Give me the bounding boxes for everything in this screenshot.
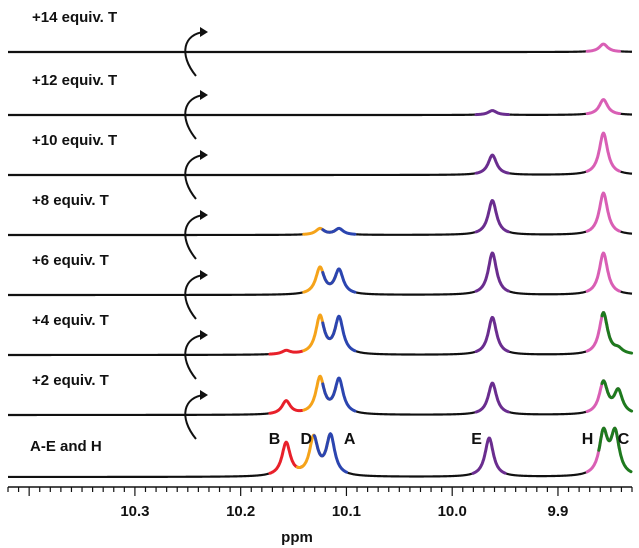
peak-E (474, 109, 510, 117)
x-tick-label: 9.9 (548, 503, 569, 520)
peak-A (321, 314, 357, 353)
peak-B (268, 348, 304, 356)
curved-arrow-icon (184, 270, 208, 320)
peak-E (474, 381, 510, 414)
labels-layer: +14 equiv. T +12 equiv. T +10 equiv. T +8 e… (30, 9, 630, 455)
curved-arrows-layer (184, 27, 208, 440)
spectrum-trace (8, 42, 633, 54)
peak-A (321, 226, 357, 236)
peak-D (302, 265, 338, 294)
peak-A (321, 376, 357, 413)
curved-arrow-icon (184, 90, 208, 140)
x-axis: 10.3 10.2 10.1 10.0 9.9 (7, 486, 633, 520)
series-label: +14 equiv. T (32, 9, 117, 26)
peak-D (302, 374, 338, 412)
curved-arrow-icon (184, 210, 208, 260)
baseline-trace (8, 131, 633, 177)
baseline-trace (8, 98, 633, 117)
series-label: +12 equiv. T (32, 72, 117, 89)
peak-A (321, 267, 357, 294)
baseline-trace (8, 42, 633, 54)
peak-E (474, 199, 510, 234)
series-label: +2 equiv. T (32, 372, 109, 389)
peak-C (600, 379, 634, 413)
curved-arrow-icon (184, 330, 208, 380)
peak-E (474, 153, 510, 175)
peak-label-E: E (471, 431, 482, 448)
x-axis-label: ppm (281, 529, 313, 546)
spectrum-trace (8, 131, 633, 177)
peak-label-A: A (344, 431, 356, 448)
spectra-layer (8, 42, 634, 479)
spectrum-trace (8, 191, 633, 237)
series-label: +6 equiv. T (32, 252, 109, 269)
series-label: +4 equiv. T (32, 312, 109, 329)
peak-E (471, 436, 507, 475)
peak-label-D: D (300, 431, 312, 448)
curved-arrow-icon (184, 390, 208, 440)
peak-H (585, 251, 621, 293)
peak-E (474, 315, 510, 354)
spectrum-trace (8, 251, 633, 297)
peak-label-H: H (582, 431, 594, 448)
peak-A (312, 432, 348, 474)
peak-B (268, 399, 304, 415)
x-tick-label: 10.0 (438, 503, 467, 520)
curved-arrow-icon (184, 27, 208, 77)
spectrum-trace (8, 426, 633, 479)
peak-H (585, 98, 621, 116)
curved-arrow-icon (184, 150, 208, 200)
peak-C (600, 311, 634, 355)
peak-E (474, 251, 510, 293)
spectrum-trace (8, 98, 633, 117)
x-tick-label: 10.1 (332, 503, 361, 520)
peak-H (585, 42, 621, 53)
peak-H (585, 191, 621, 233)
series-label: A-E and H (30, 438, 102, 455)
peak-C (597, 426, 633, 474)
peak-D (302, 313, 338, 353)
peak-label-B: B (269, 431, 281, 448)
x-tick-label: 10.3 (120, 503, 149, 520)
spectrum-trace (8, 311, 634, 357)
peak-label-C: C (618, 431, 630, 448)
x-tick-label: 10.2 (226, 503, 255, 520)
spectrum-trace (8, 374, 634, 417)
series-label: +10 equiv. T (32, 132, 117, 149)
peak-H (585, 131, 621, 173)
series-label: +8 equiv. T (32, 192, 109, 209)
